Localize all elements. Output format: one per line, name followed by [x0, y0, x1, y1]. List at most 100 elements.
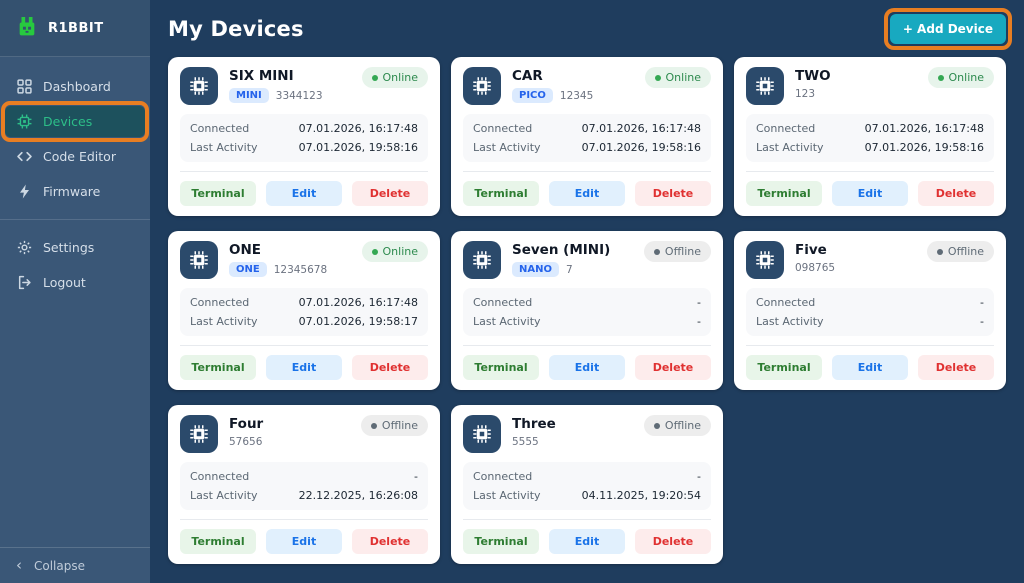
- connected-value: -: [980, 296, 984, 309]
- last-activity-value: 07.01.2026, 19:58:16: [581, 141, 701, 154]
- device-meta-row: MINI 3344123: [229, 88, 351, 103]
- delete-button[interactable]: Delete: [352, 529, 428, 554]
- sidebar-item-label: Devices: [43, 114, 93, 129]
- sidebar-item-logout[interactable]: Logout: [5, 267, 145, 298]
- device-card: ONE ONE 12345678 Online Connected 07.01.…: [168, 231, 440, 390]
- last-activity-value: 07.01.2026, 19:58:16: [298, 141, 418, 154]
- terminal-button[interactable]: Terminal: [463, 529, 539, 554]
- bolt-icon: [16, 183, 33, 200]
- device-id: 7: [565, 263, 573, 276]
- device-name: SIX MINI: [229, 68, 294, 84]
- card-actions: Terminal Edit Delete: [180, 181, 428, 206]
- edit-button[interactable]: Edit: [549, 355, 625, 380]
- status-label: Offline: [664, 245, 701, 258]
- status-dot-icon: [653, 248, 660, 255]
- connected-row: Connected -: [473, 293, 701, 312]
- connected-label: Connected: [190, 122, 250, 135]
- device-card: Three 5555 Offline Connected - Last Acti…: [451, 405, 723, 564]
- chip-icon: [190, 77, 208, 95]
- edit-button[interactable]: Edit: [549, 181, 625, 206]
- terminal-button[interactable]: Terminal: [463, 181, 539, 206]
- edit-button[interactable]: Edit: [549, 529, 625, 554]
- device-avatar: [463, 415, 501, 453]
- sidebar-item-devices[interactable]: Devices: [1, 101, 149, 142]
- add-device-button[interactable]: + Add Device: [883, 7, 1013, 50]
- connected-value: -: [697, 296, 701, 309]
- edit-button[interactable]: Edit: [832, 355, 908, 380]
- connected-label: Connected: [190, 296, 250, 309]
- card-divider: [180, 519, 428, 520]
- connected-value: 07.01.2026, 16:17:48: [864, 122, 984, 135]
- delete-button[interactable]: Delete: [635, 181, 711, 206]
- device-id: 3344123: [275, 89, 323, 102]
- terminal-button[interactable]: Terminal: [180, 181, 256, 206]
- device-card: Five 098765 Offline Connected - Last Act…: [734, 231, 1006, 390]
- device-card: CAR PICO 12345 Online Connected 07.01.20…: [451, 57, 723, 216]
- delete-button[interactable]: Delete: [635, 529, 711, 554]
- connected-label: Connected: [190, 470, 250, 483]
- delete-button[interactable]: Delete: [635, 355, 711, 380]
- terminal-button[interactable]: Terminal: [180, 355, 256, 380]
- connected-value: 07.01.2026, 16:17:48: [298, 122, 418, 135]
- status-badge: Online: [361, 241, 428, 262]
- delete-button[interactable]: Delete: [918, 181, 994, 206]
- terminal-button[interactable]: Terminal: [746, 181, 822, 206]
- device-id: 5555: [512, 436, 539, 448]
- connected-row: Connected 07.01.2026, 16:17:48: [473, 119, 701, 138]
- device-type-badge: ONE: [229, 262, 267, 277]
- terminal-button[interactable]: Terminal: [463, 355, 539, 380]
- card-divider: [180, 171, 428, 172]
- device-id: 098765: [795, 262, 836, 274]
- sidebar-item-settings[interactable]: Settings: [5, 232, 145, 263]
- card-actions: Terminal Edit Delete: [180, 529, 428, 554]
- delete-button[interactable]: Delete: [918, 355, 994, 380]
- device-avatar: [746, 241, 784, 279]
- device-info-panel: Connected - Last Activity 04.11.2025, 19…: [463, 462, 711, 510]
- device-avatar: [180, 415, 218, 453]
- device-info-panel: Connected 07.01.2026, 16:17:48 Last Acti…: [746, 114, 994, 162]
- device-head-info: TWO 123: [795, 67, 917, 105]
- device-card-header: SIX MINI MINI 3344123 Online: [180, 67, 428, 105]
- device-id: 57656: [229, 436, 263, 448]
- device-avatar: [746, 67, 784, 105]
- device-type-badge: PICO: [512, 88, 553, 103]
- sidebar-item-label: Dashboard: [43, 79, 111, 94]
- last-activity-value: 07.01.2026, 19:58:17: [298, 315, 418, 328]
- sidebar-item-code-editor[interactable]: Code Editor: [5, 141, 145, 172]
- last-activity-value: 07.01.2026, 19:58:16: [864, 141, 984, 154]
- edit-button[interactable]: Edit: [266, 529, 342, 554]
- edit-button[interactable]: Edit: [266, 181, 342, 206]
- device-name: Five: [795, 242, 827, 258]
- device-type-badge: MINI: [229, 88, 269, 103]
- sidebar-item-firmware[interactable]: Firmware: [5, 176, 145, 207]
- device-name: ONE: [229, 242, 261, 258]
- connected-row: Connected 07.01.2026, 16:17:48: [190, 119, 418, 138]
- device-head-info: Three 5555: [512, 415, 633, 453]
- device-id: 12345: [559, 89, 594, 102]
- sidebar-nav: Dashboard Devices Code Editor Firmware S…: [0, 57, 150, 300]
- delete-button[interactable]: Delete: [352, 355, 428, 380]
- connected-label: Connected: [756, 296, 816, 309]
- last-activity-row: Last Activity 07.01.2026, 19:58:16: [190, 138, 418, 157]
- delete-button[interactable]: Delete: [352, 181, 428, 206]
- collapse-button[interactable]: ‹ Collapse: [0, 547, 150, 583]
- device-info-panel: Connected 07.01.2026, 16:17:48 Last Acti…: [180, 114, 428, 162]
- last-activity-label: Last Activity: [190, 489, 258, 502]
- sidebar-item-label: Settings: [43, 240, 95, 255]
- device-card-header: TWO 123 Online: [746, 67, 994, 105]
- brand-name: R1BBIT: [48, 20, 104, 36]
- connected-value: 07.01.2026, 16:17:48: [298, 296, 418, 309]
- device-grid: SIX MINI MINI 3344123 Online Connected 0…: [168, 57, 1006, 564]
- status-label: Online: [665, 71, 701, 84]
- sidebar-item-dashboard[interactable]: Dashboard: [5, 71, 145, 102]
- device-head-info: Five 098765: [795, 241, 916, 279]
- device-name: Seven (MINI): [512, 242, 611, 258]
- device-avatar: [180, 67, 218, 105]
- chip-icon: [756, 77, 774, 95]
- edit-button[interactable]: Edit: [832, 181, 908, 206]
- sidebar-item-label: Code Editor: [43, 149, 116, 164]
- edit-button[interactable]: Edit: [266, 355, 342, 380]
- device-card-header: CAR PICO 12345 Online: [463, 67, 711, 105]
- terminal-button[interactable]: Terminal: [746, 355, 822, 380]
- terminal-button[interactable]: Terminal: [180, 529, 256, 554]
